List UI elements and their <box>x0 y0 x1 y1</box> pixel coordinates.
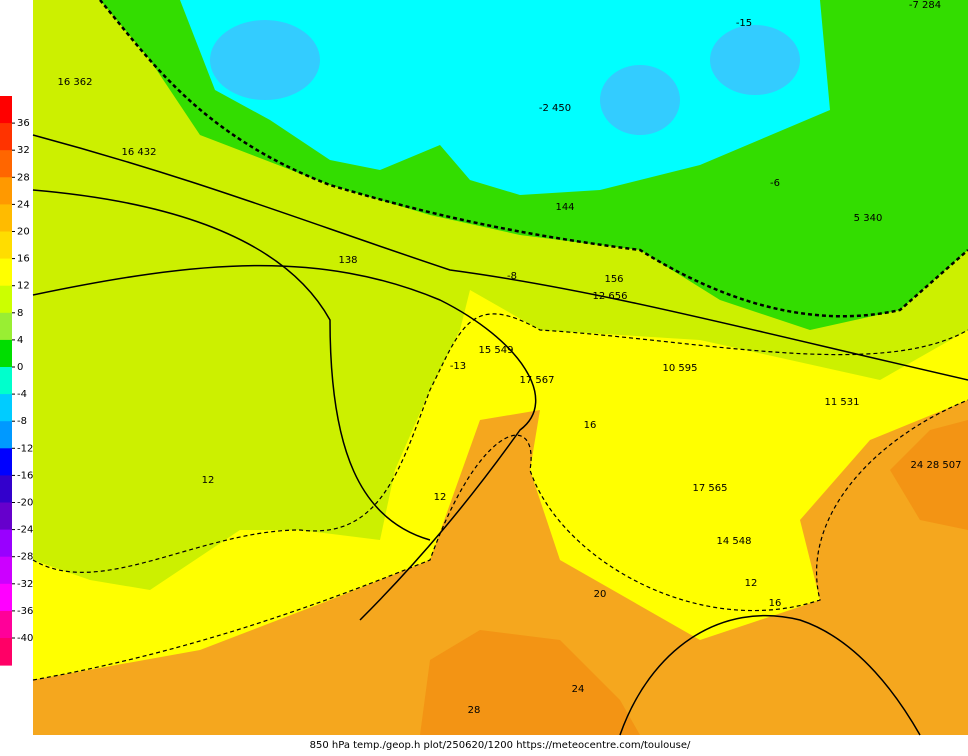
color-swatch <box>0 638 12 666</box>
map <box>32 0 968 736</box>
contour-label: 24 28 507 <box>911 460 962 471</box>
color-swatch <box>0 258 12 287</box>
legend-label: 8 <box>17 308 23 319</box>
legend-label: -8 <box>17 416 27 427</box>
legend-label: -40 <box>17 633 33 644</box>
legend-label: -28 <box>17 552 33 563</box>
legend-label: 20 <box>17 227 30 238</box>
legend-label: 12 <box>17 281 30 292</box>
color-swatch <box>0 529 12 558</box>
legend-label: -16 <box>17 470 33 481</box>
color-swatch <box>0 312 12 341</box>
color-swatch <box>0 123 12 151</box>
color-swatch <box>0 96 12 124</box>
contour-label: 24 <box>572 684 585 695</box>
legend-label: -32 <box>17 579 33 590</box>
legend-label: 4 <box>17 335 23 346</box>
contour-label: 14 548 <box>717 536 752 547</box>
caption: 850 hPa temp./geop.h plot/250620/1200 ht… <box>310 740 691 751</box>
legend-label: 36 <box>17 118 30 129</box>
contour-label: 16 362 <box>58 77 93 88</box>
contour-label: 15 549 <box>479 345 514 356</box>
legend-label: 28 <box>17 172 30 183</box>
contour-label: 16 <box>584 420 597 431</box>
legend-label: 16 <box>17 254 30 265</box>
contour-label: -6 <box>770 178 780 189</box>
contour-label: 17 567 <box>520 375 555 386</box>
geopotential-lines <box>32 134 968 736</box>
cyan-field <box>180 0 830 195</box>
contour-label: 17 565 <box>693 483 728 494</box>
contour-label: 138 <box>338 255 357 266</box>
color-swatch <box>0 150 12 178</box>
color-swatch <box>0 367 12 395</box>
dark-orange <box>890 420 968 530</box>
contour-label: 5 340 <box>854 213 883 224</box>
contour-label: 16 <box>769 598 782 609</box>
contour-label: 144 <box>555 202 574 213</box>
contour-label: 12 656 <box>593 291 628 302</box>
map-labels: 12 12 16 20 24 28 -8 -2 450 138 144 156 12 656 15 54… <box>58 0 962 716</box>
blue-patch <box>210 20 320 100</box>
color-bar: 36 32 28 24 20 16 12 8 4 0 -4 -8 -12 -16 -20 -24 -28 -32 -… <box>0 96 33 666</box>
contour-label: 12 <box>745 578 758 589</box>
legend-label: -12 <box>17 443 33 454</box>
isotherms <box>32 0 968 681</box>
color-swatch <box>0 448 12 476</box>
contour-label: 12 <box>434 492 447 503</box>
legend-label: -4 <box>17 389 27 400</box>
color-swatch <box>0 285 12 314</box>
color-swatch <box>0 339 12 368</box>
color-swatch <box>0 610 12 639</box>
contour-label: -15 <box>736 18 752 29</box>
color-swatch <box>0 177 12 205</box>
contour-label: 16 432 <box>122 147 157 158</box>
contour-label: 11 531 <box>825 397 860 408</box>
legend-label: -24 <box>17 525 33 536</box>
color-swatch <box>0 231 12 260</box>
color-swatch <box>0 583 12 612</box>
dark-orange <box>420 630 640 735</box>
contour-label: -7 284 <box>909 0 941 11</box>
blue-patch <box>710 25 800 95</box>
color-swatch <box>0 421 12 449</box>
contour-label: 12 <box>202 475 215 486</box>
color-swatch <box>0 502 12 531</box>
contour-label: 156 <box>604 274 623 285</box>
contour-label: 10 595 <box>663 363 698 374</box>
contour-label: -8 <box>507 271 517 282</box>
contour-label: 28 <box>468 705 481 716</box>
contour-label: -2 450 <box>539 103 571 114</box>
legend-label: -20 <box>17 498 33 509</box>
contour-label: -13 <box>450 361 466 372</box>
legend-label: 0 <box>17 362 23 373</box>
legend-label: 32 <box>17 145 30 156</box>
legend-label: -36 <box>17 606 33 617</box>
legend-label: 24 <box>17 199 30 210</box>
color-swatch <box>0 556 12 585</box>
color-swatch <box>0 475 12 503</box>
contour-label: 20 <box>594 589 607 600</box>
color-swatch <box>0 394 12 422</box>
blue-patch <box>600 65 680 135</box>
color-swatch <box>0 204 12 232</box>
